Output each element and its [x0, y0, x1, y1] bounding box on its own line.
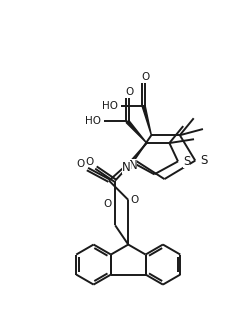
Text: O: O: [130, 195, 138, 205]
Text: O: O: [85, 157, 94, 167]
Polygon shape: [126, 120, 146, 143]
Text: S: S: [199, 154, 206, 167]
Text: O: O: [125, 87, 134, 97]
Polygon shape: [142, 106, 151, 135]
Text: O: O: [141, 72, 150, 82]
Text: HO: HO: [84, 117, 100, 126]
Text: S: S: [182, 155, 190, 168]
Text: HO: HO: [101, 101, 117, 111]
Text: O: O: [103, 199, 111, 209]
Text: N: N: [122, 161, 130, 174]
Text: O: O: [76, 159, 84, 169]
Text: N: N: [128, 160, 137, 172]
